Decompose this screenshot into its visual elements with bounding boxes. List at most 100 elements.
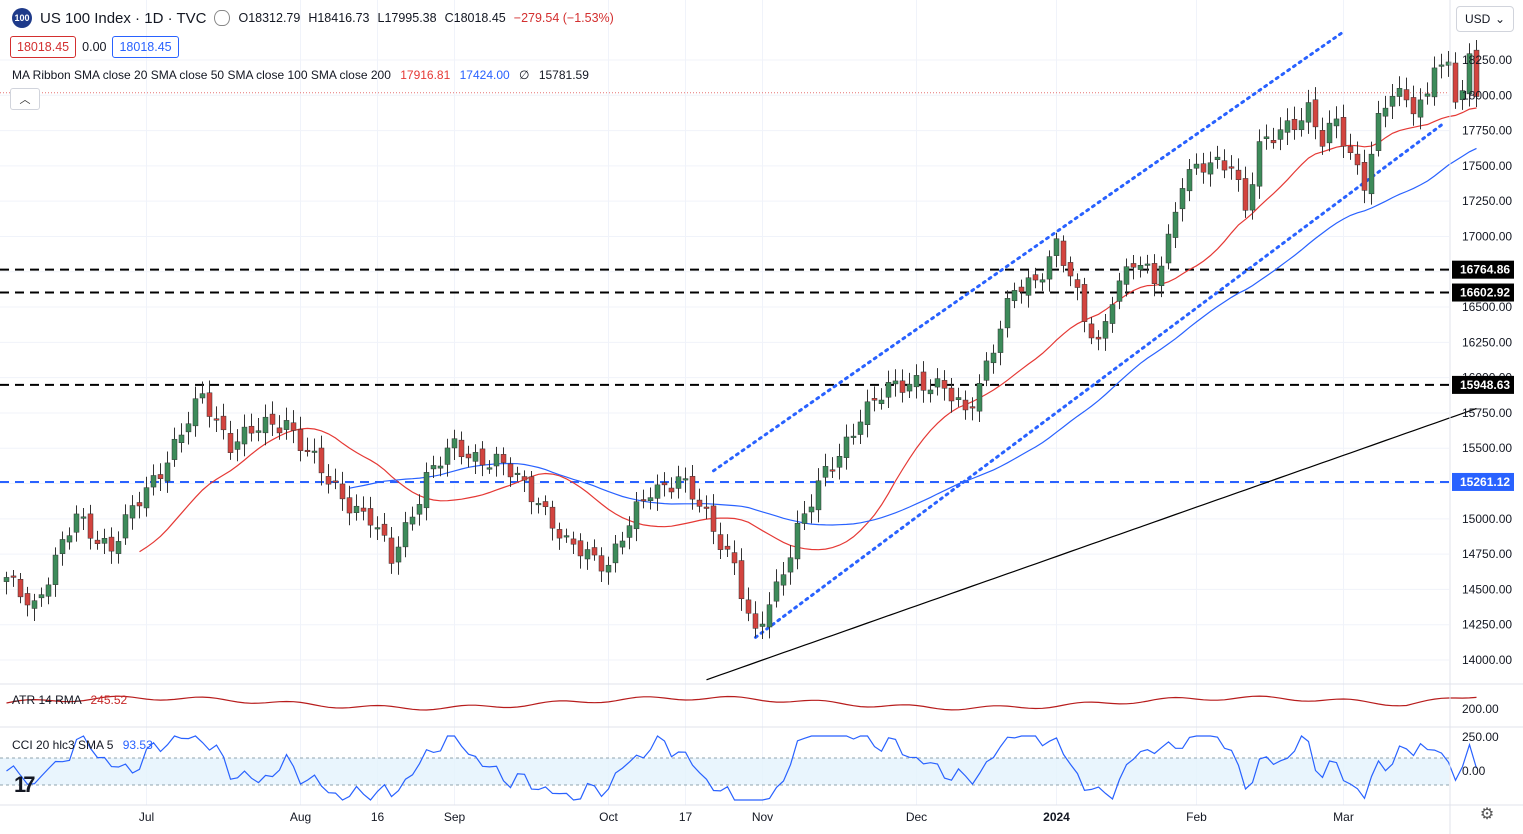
candle bbox=[1417, 88, 1424, 130]
change-value: −279.54 (−1.53%) bbox=[513, 11, 614, 25]
cci-legend[interactable]: CCI 20 hlc3 SMA 5 93.53 bbox=[12, 738, 153, 752]
level-tag-label: 16602.92 bbox=[1460, 286, 1510, 300]
sma50-value: 17424.00 bbox=[459, 68, 510, 82]
candle bbox=[444, 438, 451, 477]
candle bbox=[1207, 151, 1214, 187]
candle-body bbox=[1004, 298, 1011, 329]
sell-price[interactable]: 18018.45 bbox=[10, 36, 77, 58]
candle bbox=[409, 506, 416, 531]
candle-body bbox=[1466, 53, 1473, 95]
candle-body bbox=[458, 439, 465, 458]
symbol-title[interactable]: US 100 Index · 1D · TVC bbox=[40, 9, 207, 27]
candle bbox=[339, 471, 346, 511]
candle bbox=[990, 344, 997, 374]
candle-body bbox=[1172, 211, 1179, 238]
candle-body bbox=[45, 584, 52, 597]
candle bbox=[584, 541, 591, 570]
candle bbox=[962, 390, 969, 420]
candle-body bbox=[759, 623, 766, 627]
candle bbox=[647, 487, 654, 510]
candle-body bbox=[913, 375, 920, 388]
candle bbox=[1333, 106, 1340, 139]
candle-body bbox=[388, 537, 395, 564]
candle bbox=[1361, 149, 1368, 204]
candle-body bbox=[829, 469, 836, 472]
candle bbox=[619, 531, 626, 555]
candle bbox=[451, 429, 458, 460]
candle bbox=[731, 540, 738, 575]
candle-body bbox=[346, 497, 353, 514]
candle-body bbox=[689, 476, 696, 500]
candle bbox=[801, 501, 808, 531]
candle bbox=[563, 528, 570, 543]
candle bbox=[1179, 178, 1186, 222]
eye-icon[interactable] bbox=[214, 10, 231, 26]
candle-body bbox=[24, 593, 31, 606]
buy-price[interactable]: 18018.45 bbox=[112, 36, 179, 58]
candle bbox=[213, 406, 220, 432]
price-tick-label: 15750.00 bbox=[1462, 406, 1512, 420]
candle bbox=[1109, 296, 1116, 333]
currency-label: USD bbox=[1465, 12, 1491, 26]
candle bbox=[1081, 277, 1088, 333]
candle bbox=[248, 413, 255, 442]
candle bbox=[430, 455, 437, 478]
candle bbox=[675, 465, 682, 499]
price-tick-label: 18000.00 bbox=[1462, 88, 1512, 102]
cci-line bbox=[6, 735, 1478, 801]
candle bbox=[787, 544, 794, 585]
price-tick-label: 17000.00 bbox=[1462, 229, 1512, 243]
candle bbox=[1060, 235, 1067, 273]
collapse-legend-button[interactable]: ︿ bbox=[10, 88, 40, 110]
candle bbox=[1298, 108, 1305, 137]
candle bbox=[1340, 104, 1347, 159]
candle-body bbox=[1067, 262, 1074, 277]
candle-body bbox=[1179, 188, 1186, 210]
candle bbox=[1375, 100, 1382, 157]
gear-icon[interactable]: ⚙ bbox=[1479, 806, 1495, 823]
candle bbox=[1368, 141, 1375, 205]
candle-body bbox=[129, 505, 136, 519]
candle-body bbox=[1368, 153, 1375, 195]
candle bbox=[577, 533, 584, 569]
candle bbox=[521, 470, 528, 492]
time-axis[interactable]: Jul Aug 16 Sep Oct 17 Nov Dec 2024 Feb Mar bbox=[0, 804, 1523, 824]
candle-body bbox=[1354, 153, 1361, 166]
price-axis[interactable]: 14000.00 14250.00 14500.00 14750.00 15000.00… bbox=[1449, 0, 1514, 834]
cci-tick-label: 250.00 bbox=[1462, 730, 1499, 744]
candle-body bbox=[283, 420, 290, 430]
candle bbox=[1067, 256, 1074, 287]
currency-select[interactable]: USD ⌄ bbox=[1456, 6, 1514, 32]
candle-body bbox=[1375, 113, 1382, 151]
atr-tick-label: 200.00 bbox=[1462, 702, 1499, 716]
candle-body bbox=[73, 513, 80, 533]
atr-legend[interactable]: ATR 14 RMA 245.52 bbox=[12, 693, 127, 707]
candle bbox=[1291, 106, 1298, 140]
candle bbox=[59, 531, 66, 566]
candle-body bbox=[437, 465, 444, 469]
candle-body bbox=[381, 523, 388, 536]
candle bbox=[318, 435, 325, 486]
candle-body bbox=[1326, 122, 1333, 144]
candle bbox=[1186, 158, 1193, 202]
candle-body bbox=[234, 441, 241, 450]
candle-body bbox=[3, 577, 10, 582]
candle bbox=[24, 586, 31, 617]
candle bbox=[94, 530, 101, 550]
candle bbox=[850, 423, 857, 445]
candle bbox=[269, 401, 276, 436]
candle-body bbox=[52, 554, 59, 585]
candle bbox=[437, 456, 444, 477]
candle-body bbox=[178, 434, 185, 444]
cci-pane bbox=[0, 726, 1523, 801]
ma-ribbon-legend[interactable]: MA Ribbon SMA close 20 SMA close 50 SMA … bbox=[12, 68, 589, 82]
candle bbox=[913, 364, 920, 399]
candle-body bbox=[745, 599, 752, 614]
candle-body bbox=[1277, 129, 1284, 140]
tradingview-logo[interactable]: 17 bbox=[14, 772, 36, 797]
candle-body bbox=[143, 487, 150, 509]
candle-body bbox=[990, 352, 997, 364]
candle-body bbox=[864, 401, 871, 425]
candle bbox=[1431, 56, 1438, 106]
